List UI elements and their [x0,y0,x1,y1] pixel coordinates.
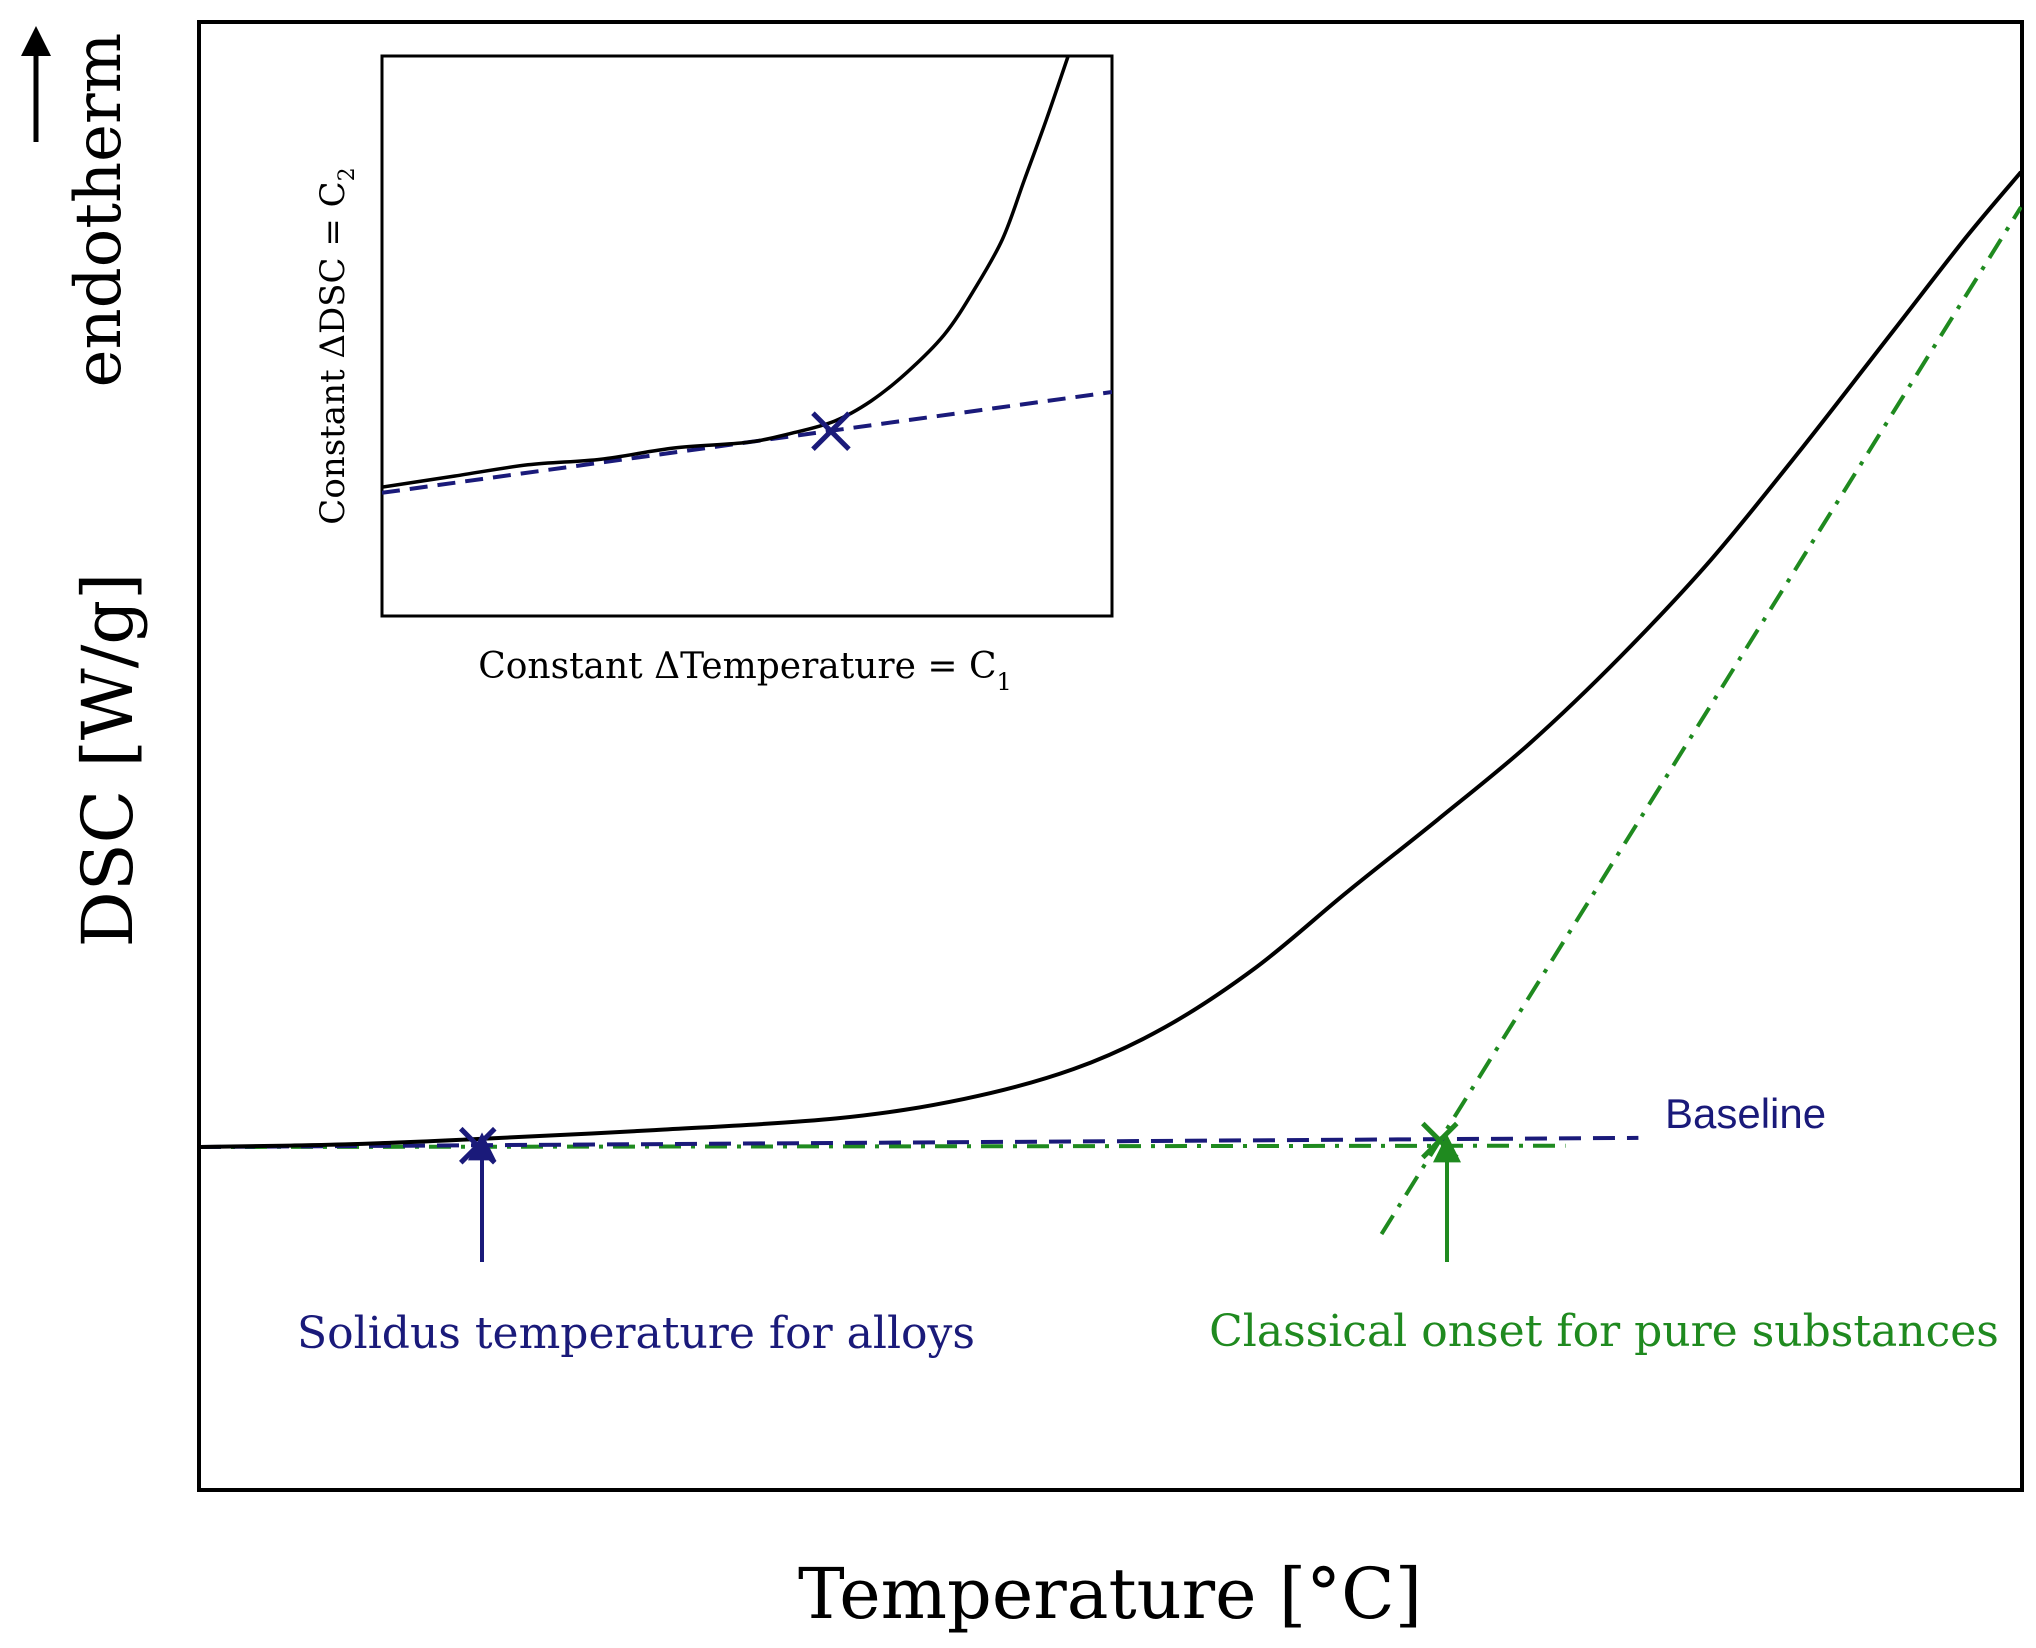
inset-x-axis-title: Constant ΔTemperature = C1 [478,646,1012,696]
inset-frame [380,54,1114,618]
baseline-extrapolation-line [199,1143,1566,1149]
inset-marker-1 [811,411,851,451]
inset-markers [811,411,851,451]
inflection-tangent-line [1379,206,2022,1236]
baseline-label: Baseline [1665,1090,1826,1137]
inset-plot-area [382,56,1112,495]
y-axis-title: DSC [W/g] [67,573,149,948]
inset-y-axis-subscript: 2 [335,167,360,181]
inset-marker-1-stroke-2 [811,411,851,451]
inset-y-axis-title-text: Constant ΔDSC = C [313,181,353,524]
onset-label: Classical onset for pure substances [1209,1306,1999,1357]
inset-y-axis-title: Constant ΔDSC = C2 [313,167,360,524]
solidus-label: Solidus temperature for alloys [297,1308,975,1359]
baseline-dashed-line [199,1135,1639,1149]
inset-x-axis-subscript: 1 [997,668,1012,696]
inset-x-axis-title-text: Constant ΔTemperature = C [478,646,996,687]
endotherm-label: endotherm [62,33,136,388]
dsc-curve [199,170,2022,1149]
main-plot-frame [197,20,2024,1492]
x-axis-title: Temperature [°C] [798,1553,1422,1635]
